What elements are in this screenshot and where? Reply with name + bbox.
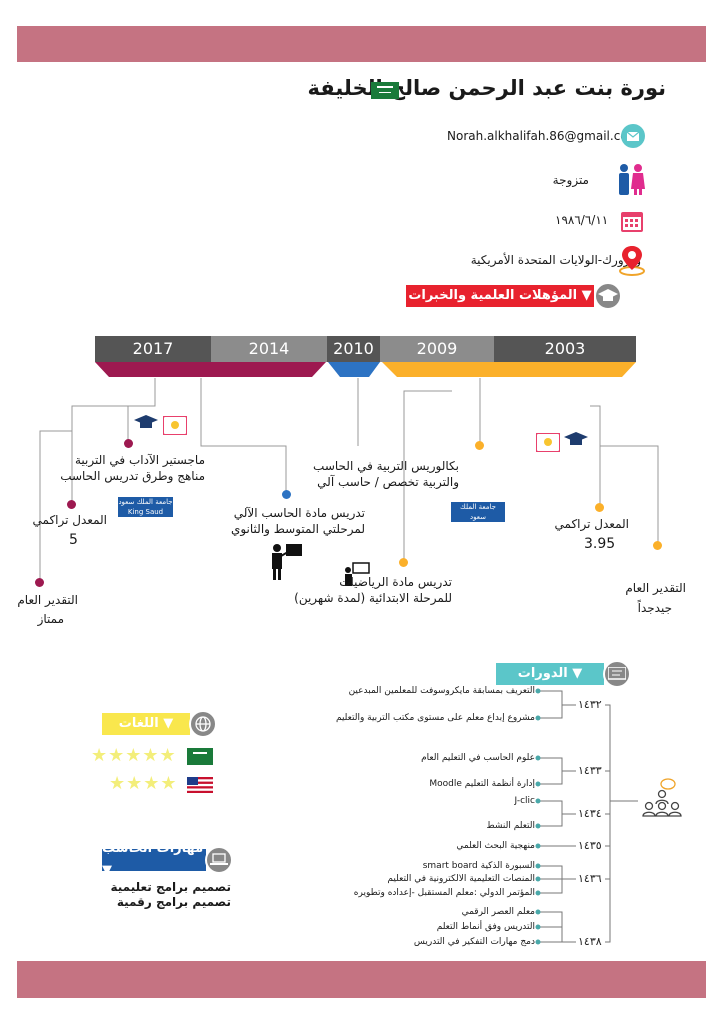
location-text: وورورك-الولايات المتحدة الأمريكية	[470, 253, 641, 267]
year-2017: 2017	[95, 336, 211, 362]
course-item: السبورة الذكية smart board	[422, 861, 535, 871]
masters-grade-label: التقدير العام	[17, 593, 78, 607]
timeline-segments	[95, 362, 636, 377]
courses-title: الدورات ▼	[496, 663, 604, 685]
bachelor-grade-label: التقدير العام	[625, 581, 686, 595]
bachelor-dot	[475, 441, 484, 450]
masters-degree: ماجستير الآداب في التربية مناهج وطرق تدر…	[60, 453, 205, 483]
masters-grade: ممتاز	[37, 612, 64, 626]
arabic-rating: ★★★★★	[91, 745, 177, 766]
bachelor-grade: جيدجداً	[637, 601, 672, 615]
globe-icon	[189, 710, 217, 738]
masters-grade-dot	[35, 578, 44, 587]
graduation-cap-icon	[134, 414, 158, 434]
course-item: مشروع إبداع معلم على مستوى مكتب التربية …	[335, 713, 535, 723]
footer-band	[17, 961, 706, 998]
laptop-icon	[205, 846, 233, 874]
course-item: المنصات التعليمية الالكترونية في التعليم	[387, 874, 535, 884]
bachelor-gpa: 3.95	[584, 536, 616, 552]
bachelor-degree: بكالوريس التربية في الحاسب والتربية تخصص…	[313, 459, 459, 489]
us-flag-icon	[187, 777, 213, 793]
bachelor-gpa-label: المعدل تراكمي	[554, 517, 630, 531]
computer-teaching-dot	[282, 490, 291, 499]
skill-item: تصميم برامج رقمية	[116, 895, 231, 909]
envelope-icon	[621, 124, 645, 148]
email-text: Norah.alkhalifah.86@gmail.com	[447, 129, 640, 143]
course-item: التعريف بمسابقة مايكروسوفت للمعلمين المب…	[348, 686, 535, 696]
math-teacher-icon	[343, 562, 371, 588]
person-name: نورة بنت عبد الرحمن صالح الخليفة	[307, 76, 667, 100]
year-2003: 2003	[494, 336, 636, 362]
graduation-cap-icon	[564, 431, 588, 451]
course-year-1434: ١٤٣٤	[578, 807, 602, 820]
location-pin-icon	[618, 244, 646, 276]
certificate-icon	[535, 432, 561, 453]
languages-title: اللغات ▼	[102, 713, 190, 735]
computer-teaching: تدريس مادة الحاسب الآلي لمرحلتي المتوسط …	[230, 506, 365, 536]
english-rating: ★★★★	[109, 773, 178, 794]
saudi-flag-icon	[371, 82, 399, 99]
course-item: إدارة أنظمة التعليم Moodle	[429, 779, 535, 789]
masters-gpa-label: المعدل تراكمي	[32, 513, 108, 527]
course-year-1436: ١٤٣٦	[578, 872, 602, 885]
course-year-1435: ١٤٣٥	[578, 839, 602, 852]
bachelor-grade-dot	[653, 541, 662, 550]
year-2014: 2014	[211, 336, 327, 362]
bachelor-gpa-dot	[595, 503, 604, 512]
calendar-icon	[620, 209, 644, 233]
year-2009: 2009	[380, 336, 494, 362]
graduation-cap-icon	[594, 282, 622, 310]
birth-date: ١٩٨٦/٦/١١	[555, 213, 609, 227]
timeline-connectors	[39, 378, 659, 581]
university-logo: جامعة الملك سعود King Saud University	[118, 497, 173, 526]
course-item: التعلم النشط	[486, 821, 535, 831]
math-teaching-dot	[399, 558, 408, 567]
skill-item: تصميم برامج تعليمية	[110, 880, 232, 894]
course-item: معلم العصر الرقمي	[461, 907, 535, 917]
masters-gpa: 5	[69, 532, 78, 548]
masters-dot	[124, 439, 133, 448]
course-item: منهجية البحث العلمي	[456, 841, 535, 851]
marital-status: متزوجة	[552, 173, 589, 187]
courses-icon	[603, 660, 631, 688]
couple-icon	[617, 163, 645, 197]
saudi-flag-icon	[187, 748, 213, 765]
course-year-1438: ١٤٣٨	[578, 935, 602, 948]
teacher-icon	[268, 542, 304, 582]
computer-skills-title: مهارات الحاسب ▼	[102, 841, 206, 878]
certificate-icon	[162, 415, 188, 436]
course-item: المؤتمر الدولي :معلم المستقبل -إعداده وت…	[353, 888, 535, 898]
masters-gpa-dot	[67, 500, 76, 509]
course-item: J-clic	[514, 796, 535, 806]
header-band	[17, 26, 706, 62]
courses-tree-lines	[535, 688, 638, 945]
university-logo: جامعة الملك سعود King Saud University	[451, 502, 505, 541]
course-item: علوم الحاسب في التعليم العام	[421, 753, 535, 763]
math-teaching: تدريس مادة الرياضيات للمرحلة الابتدائية …	[294, 575, 452, 605]
qualifications-title: المؤهلات العلمية والخبرات ▼	[406, 285, 594, 307]
people-group-icon	[640, 778, 684, 822]
course-year-1432: ١٤٣٢	[578, 698, 602, 711]
year-2010: 2010	[327, 336, 380, 362]
course-item: دمج مهارات التفكير في التدريس	[413, 937, 535, 947]
course-year-1433: ١٤٣٣	[578, 764, 602, 777]
course-item: التدريس وفق أنماط التعلم	[436, 922, 535, 932]
